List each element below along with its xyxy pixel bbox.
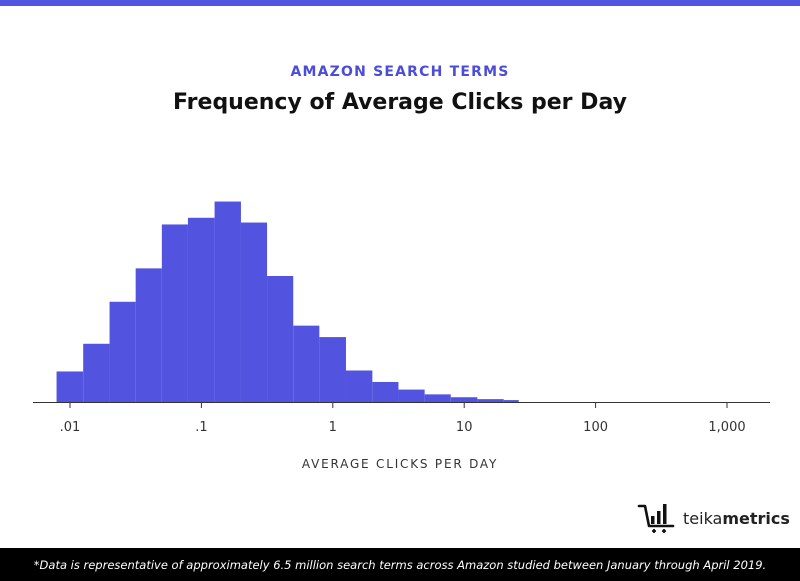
x-tick-label: 100 bbox=[583, 420, 608, 435]
x-tick-label: 10 bbox=[456, 420, 473, 435]
histogram-bars bbox=[56, 201, 519, 402]
x-tick-label: .1 bbox=[195, 420, 207, 435]
top-accent-bar bbox=[0, 0, 800, 6]
chart-subtitle: AMAZON SEARCH TERMS bbox=[290, 64, 510, 80]
histogram-bar bbox=[267, 276, 294, 402]
chart-title: Frequency of Average Clicks per Day bbox=[173, 90, 627, 115]
histogram-bar bbox=[477, 399, 504, 402]
brand-wordmark: teikametrics bbox=[683, 509, 790, 528]
histogram-bar bbox=[372, 381, 399, 402]
x-tick-label: 1 bbox=[329, 420, 337, 435]
footnote-text: *Data is representative of approximately… bbox=[33, 557, 767, 572]
cart-bars-logo-icon bbox=[637, 504, 675, 533]
x-tick-label: 1,000 bbox=[708, 420, 745, 435]
histogram-bar bbox=[450, 397, 478, 402]
histogram-bar bbox=[161, 224, 188, 402]
histogram-bar bbox=[503, 400, 519, 402]
brand-name-light: teika bbox=[683, 508, 723, 528]
histogram-bar bbox=[319, 337, 346, 402]
histogram-bar bbox=[345, 370, 373, 402]
x-axis-ticks: .01 .1 1 10 100 1,000 bbox=[60, 402, 746, 435]
footnote-bar: *Data is representative of approximately… bbox=[0, 548, 800, 581]
histogram-bar bbox=[187, 217, 215, 402]
x-tick-label: .01 bbox=[60, 420, 81, 435]
histogram-bar bbox=[398, 389, 425, 402]
histogram-bar bbox=[83, 343, 110, 402]
brand-name-bold: metrics bbox=[722, 508, 790, 528]
histogram-chart: .01 .1 1 10 100 1,000 bbox=[33, 201, 770, 435]
histogram-bar bbox=[214, 201, 241, 402]
histogram-bar bbox=[56, 371, 84, 402]
histogram-bar bbox=[109, 301, 136, 402]
histogram-bar bbox=[293, 325, 320, 402]
brand-logo: teikametrics bbox=[637, 500, 790, 536]
x-axis-label: AVERAGE CLICKS PER DAY bbox=[301, 457, 499, 471]
histogram-bar bbox=[240, 222, 268, 402]
histogram-bar bbox=[424, 394, 451, 402]
histogram-bar bbox=[135, 268, 162, 402]
